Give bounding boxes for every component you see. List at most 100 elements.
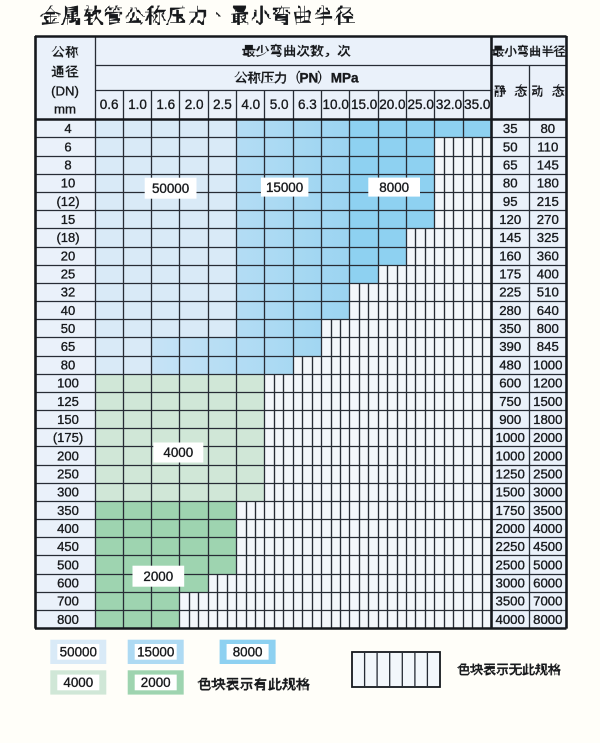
svg-text:800: 800 — [537, 321, 559, 336]
svg-text:200: 200 — [57, 448, 79, 463]
svg-text:1.6: 1.6 — [156, 97, 175, 112]
svg-text:15000: 15000 — [266, 180, 303, 195]
svg-text:2000: 2000 — [143, 569, 173, 584]
svg-text:250: 250 — [57, 466, 79, 481]
svg-text:80: 80 — [540, 121, 555, 136]
svg-text:2500: 2500 — [496, 557, 525, 572]
svg-text:80: 80 — [503, 176, 518, 191]
svg-text:6000: 6000 — [533, 576, 562, 591]
svg-text:32: 32 — [61, 285, 75, 300]
svg-text:PN: PN — [300, 70, 319, 85]
svg-text:4000: 4000 — [63, 675, 93, 690]
svg-text:180: 180 — [537, 176, 559, 191]
svg-text:480: 480 — [499, 357, 521, 372]
svg-text:1750: 1750 — [496, 503, 525, 518]
svg-text:900: 900 — [499, 412, 521, 427]
svg-text:65: 65 — [503, 158, 518, 173]
svg-text:2000: 2000 — [533, 430, 562, 445]
svg-text:2500: 2500 — [533, 466, 562, 481]
svg-text:25.0: 25.0 — [408, 97, 434, 112]
svg-text:10.0: 10.0 — [323, 97, 349, 112]
svg-text:20: 20 — [61, 248, 75, 263]
svg-text:2000: 2000 — [496, 521, 525, 536]
svg-text:4500: 4500 — [533, 539, 562, 554]
svg-text:600: 600 — [499, 376, 521, 391]
svg-text:1800: 1800 — [533, 412, 562, 427]
svg-text:8000: 8000 — [233, 645, 263, 660]
svg-text:3000: 3000 — [533, 485, 562, 500]
svg-text:125: 125 — [57, 394, 79, 409]
svg-text:350: 350 — [57, 503, 79, 518]
svg-text:640: 640 — [537, 303, 559, 318]
svg-text:450: 450 — [57, 539, 79, 554]
svg-text:1500: 1500 — [533, 394, 562, 409]
svg-text:40: 40 — [61, 303, 75, 318]
svg-text:1500: 1500 — [496, 485, 525, 500]
svg-text:280: 280 — [499, 303, 521, 318]
svg-text:390: 390 — [499, 339, 521, 354]
svg-text:50: 50 — [503, 139, 518, 154]
svg-text:8000: 8000 — [533, 612, 562, 627]
svg-text:400: 400 — [537, 267, 559, 282]
svg-text:(175): (175) — [53, 430, 83, 445]
svg-text:3500: 3500 — [533, 503, 562, 518]
svg-text:1250: 1250 — [496, 466, 525, 481]
svg-text:35.0: 35.0 — [464, 97, 490, 112]
svg-text:15.0: 15.0 — [351, 97, 377, 112]
svg-text:32.0: 32.0 — [436, 97, 462, 112]
svg-text:350: 350 — [499, 321, 521, 336]
svg-text:500: 500 — [57, 557, 79, 572]
svg-text:2000: 2000 — [533, 448, 562, 463]
svg-text:4000: 4000 — [496, 612, 525, 627]
svg-text:1.0: 1.0 — [128, 97, 147, 112]
svg-text:4.0: 4.0 — [241, 97, 260, 112]
svg-text:750: 750 — [499, 394, 521, 409]
svg-text:4000: 4000 — [533, 521, 562, 536]
svg-text:600: 600 — [57, 576, 79, 591]
svg-text:50000: 50000 — [152, 181, 189, 196]
svg-text:3500: 3500 — [496, 594, 525, 609]
svg-text:800: 800 — [57, 612, 79, 627]
svg-text:95: 95 — [503, 194, 518, 209]
svg-text:300: 300 — [57, 485, 79, 500]
svg-text:400: 400 — [57, 521, 79, 536]
svg-text:15: 15 — [61, 212, 75, 227]
svg-text:1000: 1000 — [533, 357, 562, 372]
svg-text:150: 150 — [57, 412, 79, 427]
svg-text:5000: 5000 — [533, 557, 562, 572]
svg-text:1000: 1000 — [496, 448, 525, 463]
svg-text:2000: 2000 — [141, 675, 171, 690]
svg-text:1000: 1000 — [496, 430, 525, 445]
svg-text:510: 510 — [537, 285, 559, 300]
svg-text:6.3: 6.3 — [298, 97, 317, 112]
svg-text:270: 270 — [537, 212, 559, 227]
svg-text:10: 10 — [61, 176, 75, 191]
svg-text:700: 700 — [57, 594, 79, 609]
svg-text:mm: mm — [54, 102, 76, 117]
svg-text:50000: 50000 — [60, 645, 97, 660]
svg-text:5.0: 5.0 — [270, 97, 289, 112]
svg-text:7000: 7000 — [533, 594, 562, 609]
svg-text:35: 35 — [503, 121, 518, 136]
svg-text:145: 145 — [499, 230, 521, 245]
svg-text:325: 325 — [537, 230, 559, 245]
svg-text:0.6: 0.6 — [100, 97, 119, 112]
svg-text:MPa: MPa — [331, 70, 359, 85]
svg-text:3000: 3000 — [496, 576, 525, 591]
svg-text:25: 25 — [61, 267, 75, 282]
svg-text:110: 110 — [537, 139, 558, 154]
svg-text:(18): (18) — [56, 230, 79, 245]
svg-text:15000: 15000 — [137, 645, 174, 660]
svg-text:160: 160 — [499, 248, 521, 263]
svg-text:120: 120 — [499, 212, 521, 227]
svg-text:20.0: 20.0 — [379, 97, 405, 112]
svg-text:80: 80 — [61, 357, 75, 372]
svg-text:2250: 2250 — [496, 539, 525, 554]
svg-text:8: 8 — [64, 158, 71, 173]
svg-text:6: 6 — [64, 139, 71, 154]
svg-text:225: 225 — [499, 285, 521, 300]
svg-text:50: 50 — [61, 321, 75, 336]
svg-text:2.5: 2.5 — [213, 97, 232, 112]
svg-text:2.0: 2.0 — [185, 97, 204, 112]
svg-text:1200: 1200 — [533, 376, 562, 391]
